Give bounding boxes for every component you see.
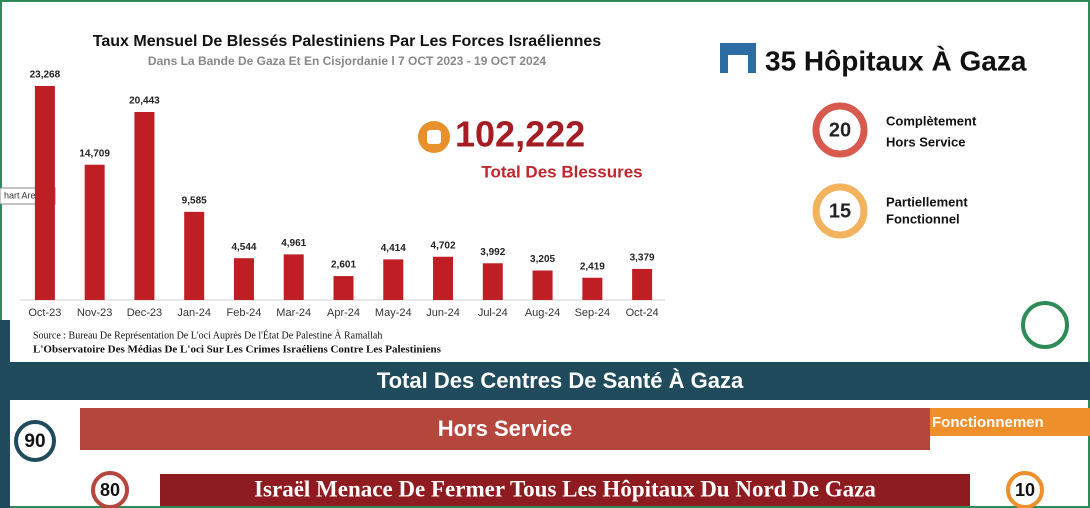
value-label: 2,419 bbox=[580, 261, 605, 272]
value-label: 4,544 bbox=[231, 242, 256, 253]
side-strip bbox=[0, 320, 10, 508]
tooltip: hart Area bbox=[4, 190, 41, 200]
value-label: 4,414 bbox=[381, 243, 406, 254]
bar bbox=[283, 254, 304, 300]
hospitals-title: 35 Hôpitaux À Gaza bbox=[765, 45, 1027, 76]
working-band bbox=[930, 408, 1090, 436]
total-value: 102,222 bbox=[455, 114, 585, 155]
bar bbox=[233, 258, 254, 300]
x-tick-label: Oct-24 bbox=[626, 307, 659, 319]
ring-number: 15 bbox=[829, 200, 851, 222]
oci-logo bbox=[1021, 301, 1069, 349]
bar bbox=[433, 256, 454, 300]
x-tick-label: May-24 bbox=[375, 307, 412, 319]
hospital-icon-door bbox=[728, 55, 748, 73]
value-label: 4,702 bbox=[431, 240, 456, 251]
value-label: 3,379 bbox=[630, 253, 655, 264]
x-tick-label: Apr-24 bbox=[327, 307, 360, 319]
out-label: Hors Service bbox=[438, 416, 573, 441]
value-label: 20,443 bbox=[129, 96, 160, 107]
x-tick-label: Dec-23 bbox=[127, 307, 162, 319]
centres-title: Total Des Centres De Santé À Gaza bbox=[377, 368, 744, 393]
banner-box bbox=[160, 474, 970, 506]
x-tick-label: Jan-24 bbox=[177, 307, 211, 319]
chart-title: Taux Mensuel De Blessés Palestiniens Par… bbox=[93, 33, 601, 50]
ring-label: Complètement bbox=[886, 113, 977, 128]
bar bbox=[632, 268, 653, 300]
ring-partial bbox=[812, 183, 868, 239]
value-label: 23,268 bbox=[30, 70, 61, 81]
x-tick-label: Oct-23 bbox=[28, 307, 61, 319]
source: Source : Bureau De Représentation De L'o… bbox=[33, 329, 382, 341]
value-label: 3,205 bbox=[530, 254, 555, 265]
bar bbox=[84, 164, 105, 300]
bar bbox=[532, 270, 553, 300]
value-label: 2,601 bbox=[331, 260, 356, 271]
working-circle bbox=[1006, 471, 1044, 508]
bar bbox=[134, 111, 155, 301]
x-tick-label: Jun-24 bbox=[426, 307, 460, 319]
x-tick-label: Sep-24 bbox=[575, 307, 610, 319]
bar bbox=[482, 263, 503, 300]
x-tick-label: Jul-24 bbox=[478, 307, 508, 319]
total-circle bbox=[14, 420, 56, 462]
ring-number: 20 bbox=[829, 119, 851, 141]
value-label: 3,992 bbox=[480, 247, 505, 258]
value-label: 14,709 bbox=[79, 148, 110, 159]
chart-subtitle: Dans La Bande De Gaza Et En Cisjordanie … bbox=[148, 54, 546, 68]
source: L'Observatoire Des Médias De L'oci Sur L… bbox=[33, 344, 442, 356]
ring-label: Partiellement bbox=[886, 194, 968, 209]
total-label: Total Des Blessures bbox=[481, 162, 642, 181]
banner: Israël Menace De Fermer Tous Les Hôpitau… bbox=[254, 476, 876, 501]
total-number: 90 bbox=[24, 431, 45, 452]
ring-label: Hors Service bbox=[886, 134, 966, 149]
bar bbox=[383, 259, 404, 300]
bar bbox=[582, 277, 603, 300]
centres-band bbox=[10, 362, 1090, 400]
working-label: Fonctionnemen bbox=[932, 414, 1044, 431]
bar bbox=[34, 86, 55, 300]
out-number: 80 bbox=[100, 480, 120, 500]
bar bbox=[333, 276, 354, 300]
ring-out bbox=[812, 102, 868, 158]
bar bbox=[184, 211, 205, 300]
injury-icon-body bbox=[427, 130, 441, 144]
ring-label: Fonctionnel bbox=[886, 211, 960, 226]
working-number: 10 bbox=[1015, 480, 1035, 500]
value-label: 4,961 bbox=[281, 238, 306, 249]
out-band bbox=[80, 408, 930, 450]
x-tick-label: Feb-24 bbox=[227, 307, 262, 319]
x-tick-label: Nov-23 bbox=[77, 307, 112, 319]
value-label: 9,585 bbox=[182, 195, 207, 206]
x-tick-label: Aug-24 bbox=[525, 307, 560, 319]
out-circle bbox=[91, 471, 129, 508]
x-tick-label: Mar-24 bbox=[276, 307, 311, 319]
